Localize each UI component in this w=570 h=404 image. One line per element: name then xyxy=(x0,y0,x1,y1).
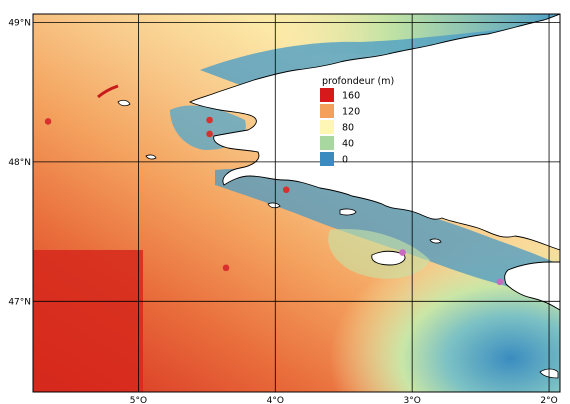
station-marker xyxy=(206,130,213,138)
legend-label: 160 xyxy=(342,91,360,102)
longitude-tick-label: 4°O xyxy=(267,396,284,404)
latitude-tick-label: 49°N xyxy=(8,18,31,28)
depth-legend: profondeur (m) 160 120 80 40 0 xyxy=(320,76,394,166)
station-marker xyxy=(44,118,52,125)
legend-label: 40 xyxy=(342,139,354,150)
station-marker xyxy=(282,186,290,194)
island-sein xyxy=(145,154,157,160)
latitude-tick-label: 47°N xyxy=(8,297,31,307)
map-grid xyxy=(33,14,560,392)
island-houat xyxy=(429,238,442,244)
southern-coast-shallow-band xyxy=(215,168,560,300)
legend-label: 80 xyxy=(342,123,354,134)
deep-trench-feature xyxy=(97,84,119,99)
legend-swatch xyxy=(320,120,334,134)
map-frame xyxy=(32,13,561,393)
deep-corner xyxy=(33,250,143,392)
land-southern-peninsula xyxy=(504,261,560,311)
legend-label: 120 xyxy=(342,107,360,118)
legend-label: 0 xyxy=(342,155,348,166)
station-marker xyxy=(496,278,504,286)
legend-swatch xyxy=(320,152,334,166)
station-marker xyxy=(206,116,213,124)
legend-swatch xyxy=(320,88,334,102)
legend-entries: 160 120 80 40 0 xyxy=(320,88,360,166)
island-ouessant xyxy=(117,99,131,107)
longitude-tick-label: 5°O xyxy=(130,396,147,404)
legend-swatch xyxy=(320,136,334,150)
island-belle-ile xyxy=(371,250,406,266)
longitude-tick-label: 3°O xyxy=(404,396,421,404)
station-marker xyxy=(399,249,406,256)
land-brittany xyxy=(188,14,560,251)
island-groix xyxy=(339,208,357,216)
station-marker xyxy=(222,264,230,272)
station-markers xyxy=(44,116,504,286)
longitude-tick-label: 2°O xyxy=(540,396,557,404)
island-glenan xyxy=(267,202,281,209)
legend-swatch xyxy=(320,104,334,118)
legend-title: profondeur (m) xyxy=(322,76,394,87)
map-axis-ticks: 5°O 4°O 3°O 2°O 49°N 48°N 47°N xyxy=(8,18,557,404)
latitude-tick-label: 48°N xyxy=(8,158,31,168)
